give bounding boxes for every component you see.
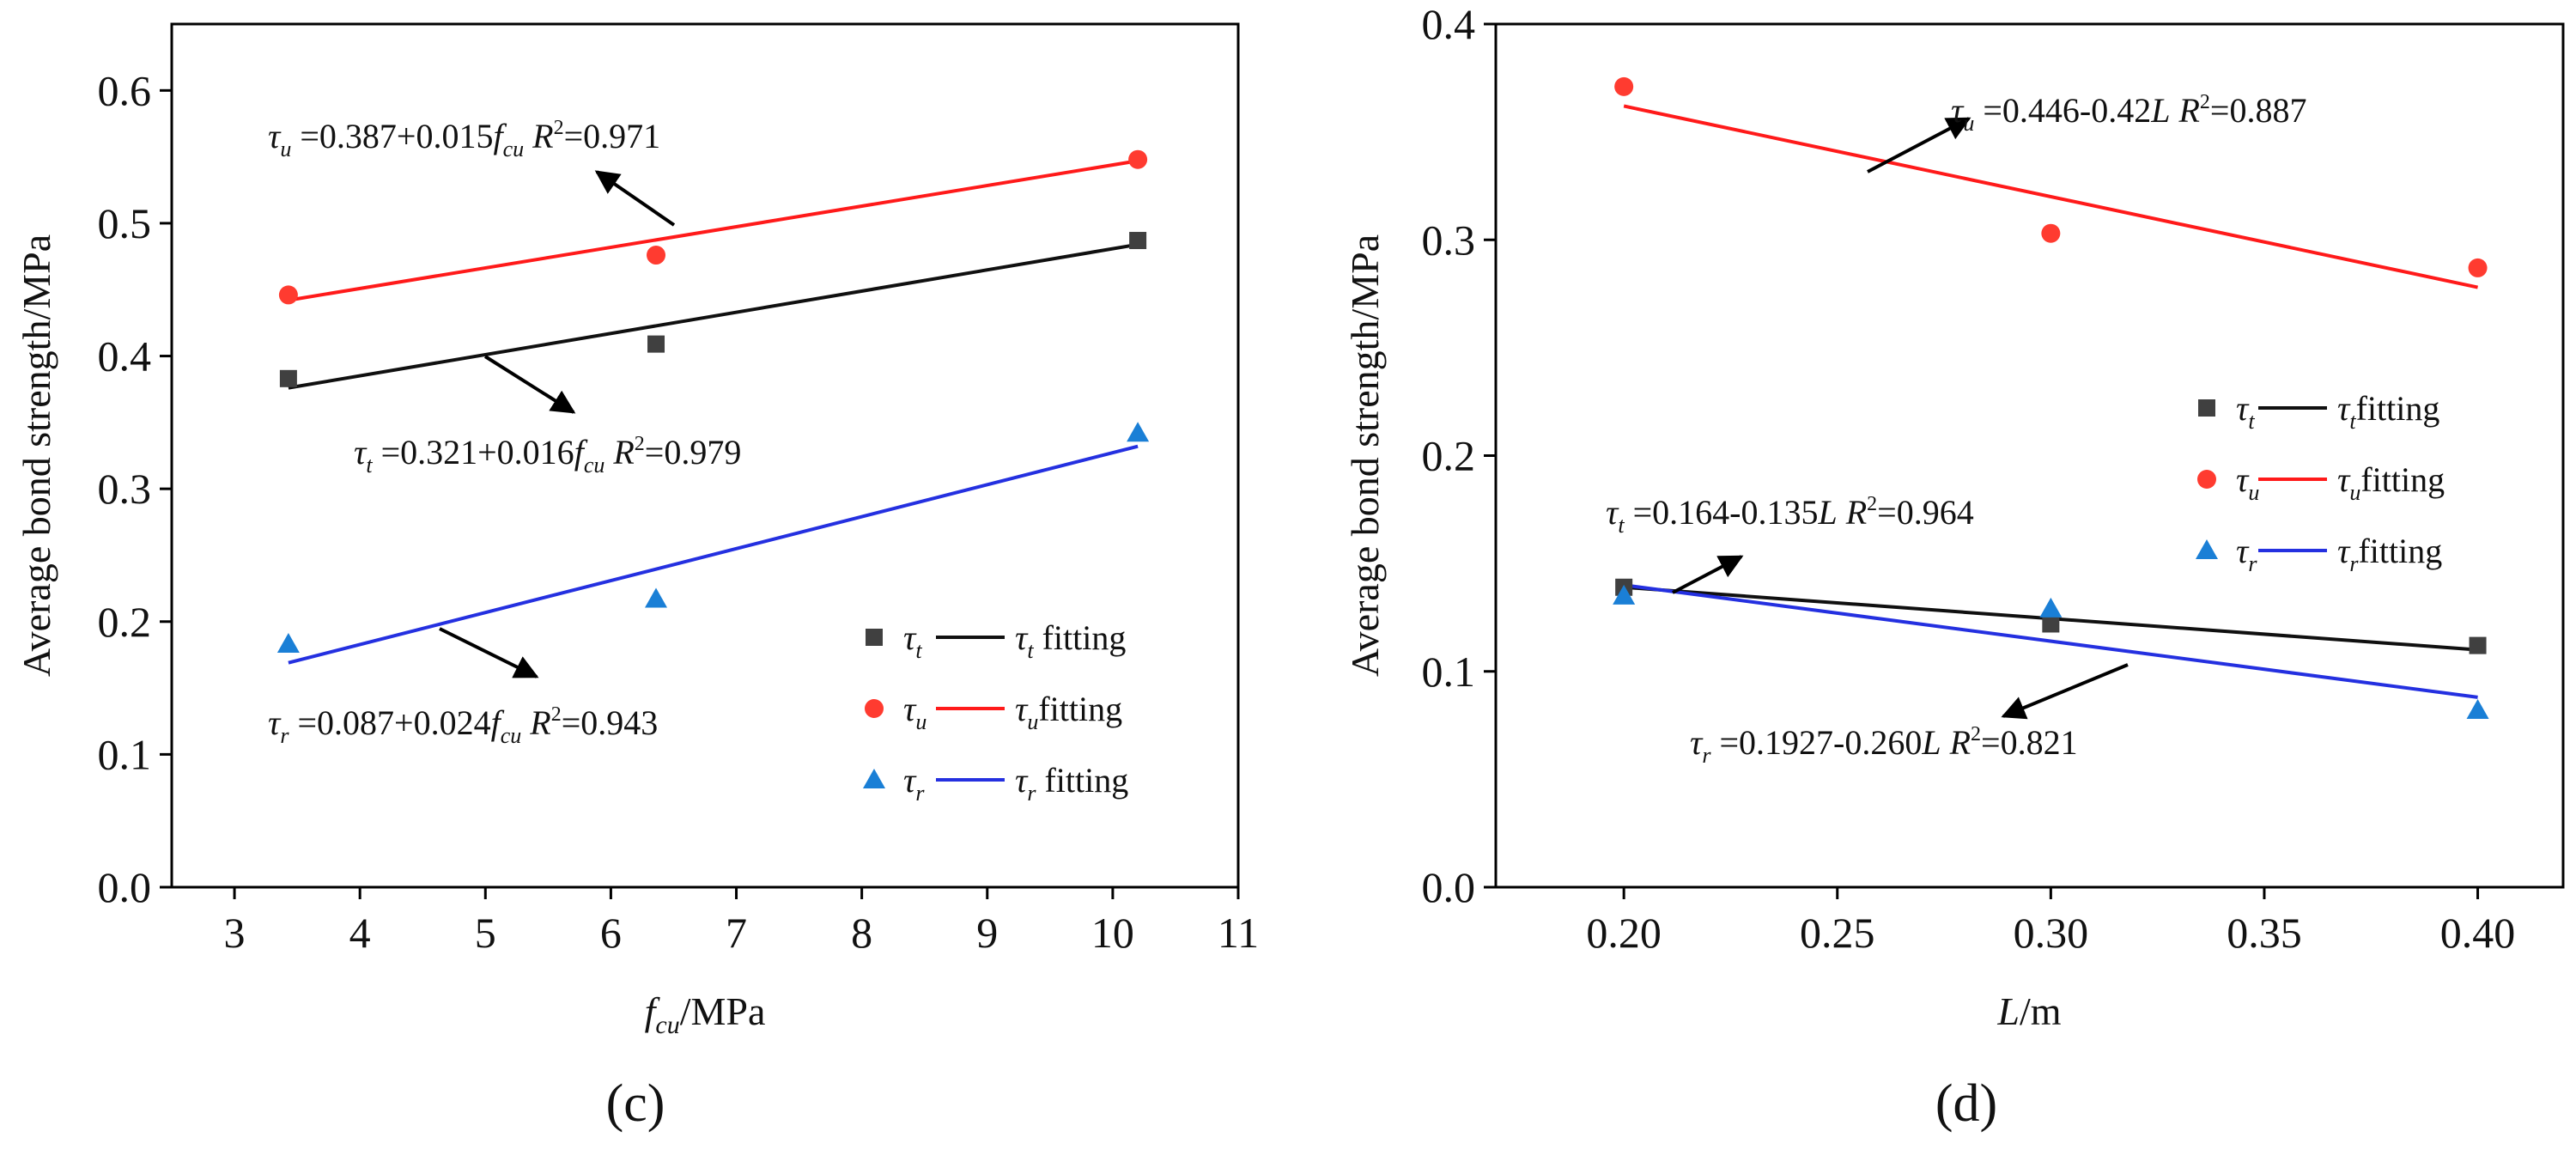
x-tick-label: 9	[976, 909, 998, 957]
data-point-r	[276, 633, 300, 654]
x-tick-label: 0.35	[2227, 909, 2302, 957]
y-tick-label: 0.6	[98, 66, 152, 114]
y-tick-label: 0.4	[98, 332, 152, 380]
fit-equation-u: τu =0.387+0.015fcu R2=0.971	[268, 117, 660, 161]
fit-line-u	[288, 159, 1139, 302]
fit-line-r	[1623, 583, 2478, 699]
fit-equation-r: τr =0.087+0.024fcu R2=0.943	[268, 703, 658, 748]
x-tick-label: 11	[1218, 909, 1259, 957]
y-tick-label: 0.4	[1422, 0, 1476, 48]
data-point-t	[2469, 636, 2487, 654]
legend-symbol-r: τr	[903, 761, 925, 806]
y-axis-label: Average bond strength/MPa	[1343, 234, 1387, 677]
chart-panel-c: 3 4 5 6 7 8 9 10 11 0.0 0.1 0.2 0.3 0.4 0.5 0.6 fcu/MPa A…	[15, 22, 1259, 1133]
data-point-u	[1128, 149, 1148, 169]
y-tick-label: 0.1	[1422, 648, 1476, 696]
x-tick-label: 3	[224, 909, 246, 957]
y-tick-label: 0.2	[98, 598, 152, 646]
x-tick-label: 7	[726, 909, 747, 957]
y-tick-label: 0.0	[98, 863, 152, 911]
annotation-arrow	[483, 355, 576, 414]
plot-frame	[170, 22, 1240, 889]
x-tick-label: 0.40	[2440, 909, 2516, 957]
legend-fit-label-u: τufitting	[1015, 690, 1122, 734]
legend-symbol-t: τt	[903, 618, 922, 663]
legend-fit-label-t: τtfitting	[2337, 389, 2439, 434]
fit-equation-r: τr =0.1927-0.260L R2=0.821	[1690, 723, 2078, 768]
legend-symbol-t: τt	[2236, 389, 2255, 434]
data-point-u	[647, 246, 666, 265]
legend-marker-t	[2198, 399, 2215, 417]
fit-equation-u: τu =0.446-0.42L R2=0.887	[1951, 91, 2306, 136]
annotation-arrow	[2001, 663, 2129, 720]
data-point-r	[1127, 422, 1150, 442]
data-point-t	[1129, 232, 1147, 250]
annotation-arrow	[594, 170, 676, 227]
x-tick-label: 0.20	[1586, 909, 1662, 957]
legend-marker-r	[863, 769, 885, 788]
legend-marker-r	[2196, 539, 2218, 559]
fit-line-t	[288, 242, 1139, 390]
data-point-u	[278, 285, 298, 305]
legend-marker-t	[866, 629, 883, 646]
legend-fit-label-u: τufitting	[2337, 460, 2445, 505]
data-point-r	[2039, 597, 2063, 618]
annotation-arrow	[439, 627, 539, 678]
data-point-u	[1614, 76, 1634, 96]
annotation-arrow	[1867, 117, 1971, 173]
data-point-t	[2042, 615, 2060, 633]
legend-marker-u	[2197, 470, 2216, 489]
y-tick-label: 0.0	[1422, 863, 1476, 911]
x-axis-label: fcu/MPa	[645, 989, 766, 1039]
panel-label: (c)	[606, 1074, 665, 1133]
x-tick-label: 0.25	[1800, 909, 1875, 957]
legend-symbol-u: τu	[903, 690, 927, 734]
fit-equation-t: τt =0.164-0.135L R2=0.964	[1606, 493, 1974, 538]
legend-symbol-r: τr	[2236, 532, 2257, 576]
x-tick-label: 0.30	[2014, 909, 2089, 957]
legend-fit-label-t: τt fitting	[1015, 618, 1126, 663]
data-point-r	[645, 587, 668, 608]
fit-line-r	[288, 444, 1139, 665]
data-point-t	[647, 335, 665, 353]
y-tick-label: 0.2	[1422, 432, 1476, 480]
data-point-u	[2468, 258, 2488, 277]
y-tick-label: 0.3	[1422, 216, 1476, 264]
x-tick-label: 4	[349, 909, 371, 957]
fit-equation-t: τt =0.321+0.016fcu R2=0.979	[354, 433, 741, 478]
data-point-t	[279, 369, 297, 387]
x-tick-label: 8	[851, 909, 872, 957]
data-point-r	[2466, 698, 2489, 719]
legend-fit-label-r: τrfitting	[2337, 532, 2442, 576]
y-axis-label: Average bond strength/MPa	[15, 234, 58, 677]
legend-marker-u	[865, 699, 884, 718]
x-axis-label: L/m	[1996, 989, 2061, 1033]
panel-label: (d)	[1935, 1074, 1997, 1133]
fit-line-u	[1623, 104, 2478, 289]
y-tick-label: 0.1	[98, 730, 152, 778]
y-tick-label: 0.3	[98, 465, 152, 513]
y-tick-label: 0.5	[98, 199, 152, 247]
x-tick-label: 6	[600, 909, 622, 957]
data-point-r	[1613, 584, 1636, 605]
x-tick-label: 5	[475, 909, 496, 957]
chart-panel-d: 0.20 0.25 0.30 0.35 0.40 0.0 0.1 0.2 0.3 0.4 L/m Av…	[1343, 0, 2565, 1133]
x-tick-label: 10	[1091, 909, 1134, 957]
legend-symbol-u: τu	[2236, 460, 2259, 505]
legend-fit-label-r: τr fitting	[1015, 761, 1128, 806]
data-point-u	[2041, 223, 2061, 243]
annotation-arrow	[1672, 555, 1744, 594]
